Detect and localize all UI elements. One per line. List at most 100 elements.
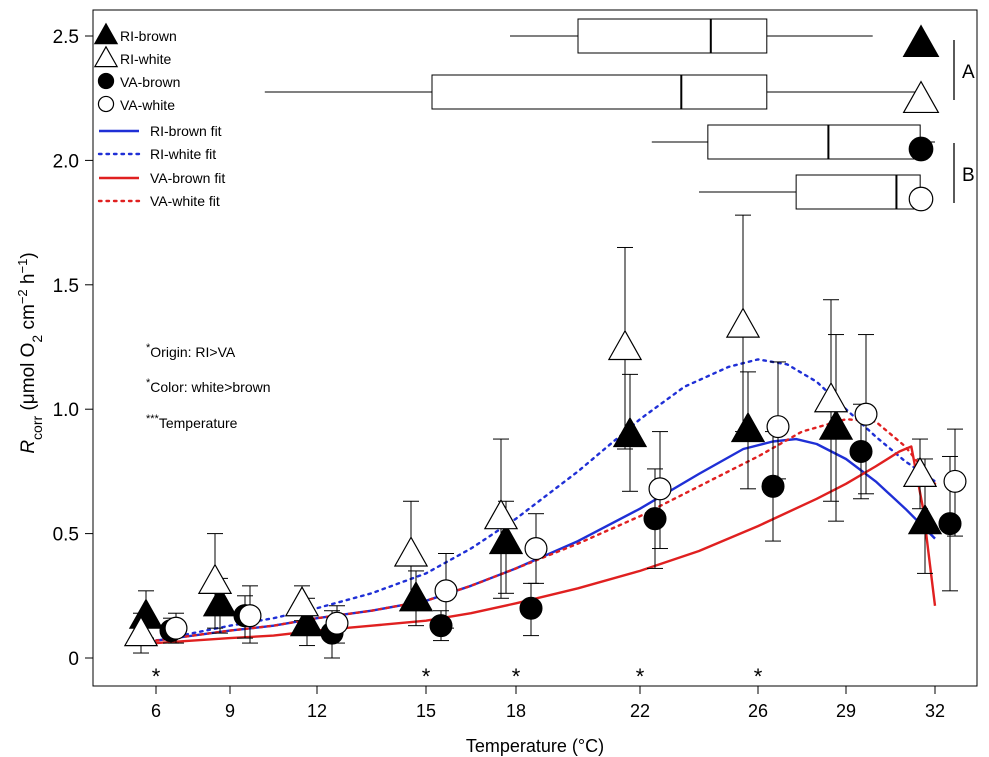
legend-label: VA-brown — [120, 74, 180, 90]
data-point-ri-brown — [818, 409, 854, 440]
annotation-label: Color: white>brown — [150, 379, 270, 395]
fit-curve-ri-brown-fit — [155, 437, 936, 642]
x-tick-label: 22 — [630, 701, 650, 721]
x-tick-label: 6 — [151, 701, 161, 721]
y-label-text: h — [18, 273, 39, 289]
x-tick-label: 26 — [748, 701, 768, 721]
fit-curve-va-brown-fit — [155, 445, 937, 645]
data-point-va-white — [854, 402, 878, 426]
plot-frame — [92, 9, 978, 687]
data-markers — [123, 307, 967, 647]
annotation-significance: * — [146, 377, 151, 389]
data-point-ri-brown — [202, 585, 238, 617]
data-point-ri-white — [725, 307, 761, 338]
annotation-label: Temperature — [159, 415, 238, 431]
data-point-ri-brown — [730, 411, 766, 443]
data-point-ri-white — [902, 456, 938, 487]
y-label-text: (μmol O — [18, 343, 39, 416]
legend-label: VA-white — [120, 97, 175, 113]
significance-markers: * * * * * — [152, 664, 763, 689]
legend-label: RI-white — [120, 51, 172, 67]
annotation-significance: *** — [146, 413, 160, 425]
data-point-ri-white — [284, 585, 320, 617]
data-point-ri-brown — [488, 523, 524, 555]
annotation-text: *Origin: RI>VA — [146, 342, 236, 360]
y-tick-label: 1.0 — [53, 400, 79, 421]
x-tick-label: 15 — [416, 701, 436, 721]
data-point-va-white — [648, 477, 672, 501]
fit-curves — [154, 358, 937, 645]
x-tick-label: 29 — [836, 701, 856, 721]
legend-marker — [93, 45, 119, 68]
y-label-text: ) — [18, 252, 39, 258]
y-tick-label: 1.5 — [53, 276, 79, 297]
data-point-va-white — [164, 616, 188, 640]
data-point-ri-white — [197, 563, 233, 594]
legend-label: VA-brown fit — [150, 170, 225, 186]
significance-star: * — [152, 664, 161, 689]
y-tick-label: 2.0 — [53, 151, 79, 172]
data-point-ri-white — [813, 381, 849, 413]
data-point-va-white — [524, 537, 548, 561]
data-point-ri-brown — [907, 503, 943, 535]
y-tick-label: 0.5 — [53, 525, 79, 546]
boxplot-box — [577, 18, 768, 54]
data-point-va-white — [766, 415, 790, 439]
y-axis-label: Rcorr (μmol O2 cm−2 h−1) — [15, 252, 46, 453]
group-bracket-label: A — [962, 62, 975, 83]
data-point-va-white — [434, 579, 458, 603]
x-tick-label: 9 — [225, 701, 235, 721]
boxplot-group-marker — [908, 186, 934, 212]
axes: 0 0.5 1.0 1.5 2.0 2.5 6 9 12 15 18 22 26 29 32 Temperat… — [15, 27, 946, 756]
significance-star: * — [512, 664, 521, 689]
data-point-ri-white — [393, 536, 429, 567]
data-point-ri-brown — [612, 416, 648, 448]
fit-curve-ri-white-fit — [154, 358, 937, 642]
data-point-va-brown — [938, 512, 962, 536]
data-point-va-brown — [761, 474, 785, 498]
x-tick-label: 18 — [506, 701, 526, 721]
x-tick-label: 32 — [925, 701, 945, 721]
annotation-text: *Color: white>brown — [146, 377, 271, 395]
y-label-subscript: 2 — [29, 335, 45, 343]
data-point-ri-white — [607, 329, 643, 361]
data-point-va-brown — [849, 439, 873, 464]
boxplots: AB — [264, 18, 975, 212]
data-point-ri-white — [123, 615, 159, 647]
x-axis-label: Temperature (°C) — [466, 736, 604, 756]
annotation-label: Origin: RI>VA — [150, 344, 236, 360]
boxplot-box — [795, 174, 921, 210]
data-point-ri-white — [483, 498, 519, 530]
legend: RI-brown RI-white VA-brown VA-white RI-brown… — [93, 22, 225, 209]
significance-star: * — [754, 664, 763, 689]
data-point-va-brown — [643, 507, 667, 531]
significance-star: * — [422, 664, 431, 689]
data-point-va-white — [943, 469, 967, 493]
data-point-va-white — [238, 604, 262, 628]
boxplot-group-marker — [902, 24, 940, 58]
boxplot-box — [707, 124, 921, 160]
boxplot-box — [431, 74, 768, 110]
group-bracket-label: B — [962, 165, 975, 186]
legend-label: RI-brown — [120, 28, 177, 44]
legend-label: RI-white fit — [150, 146, 216, 162]
data-point-ri-brown — [128, 598, 164, 629]
legend-marker — [93, 22, 119, 45]
legend-marker — [97, 95, 115, 113]
legend-label: RI-brown fit — [150, 123, 222, 139]
annotation-text: ***Temperature — [146, 413, 238, 431]
y-tick-label: 2.5 — [53, 27, 79, 48]
data-point-va-brown — [429, 614, 453, 638]
annotation-significance: * — [146, 342, 151, 354]
legend-label: VA-white fit — [150, 193, 220, 209]
data-point-va-white — [325, 611, 349, 635]
y-label-superscript: −2 — [15, 289, 30, 304]
boxplot-group-marker — [908, 136, 934, 162]
x-tick-label: 12 — [307, 701, 327, 721]
fit-curve-va-white-fit — [154, 418, 937, 642]
data-point-va-brown — [519, 596, 543, 620]
y-label-subscript: corr — [29, 415, 45, 439]
boxplot-group-marker — [902, 80, 940, 114]
data-point-ri-brown — [289, 605, 325, 637]
